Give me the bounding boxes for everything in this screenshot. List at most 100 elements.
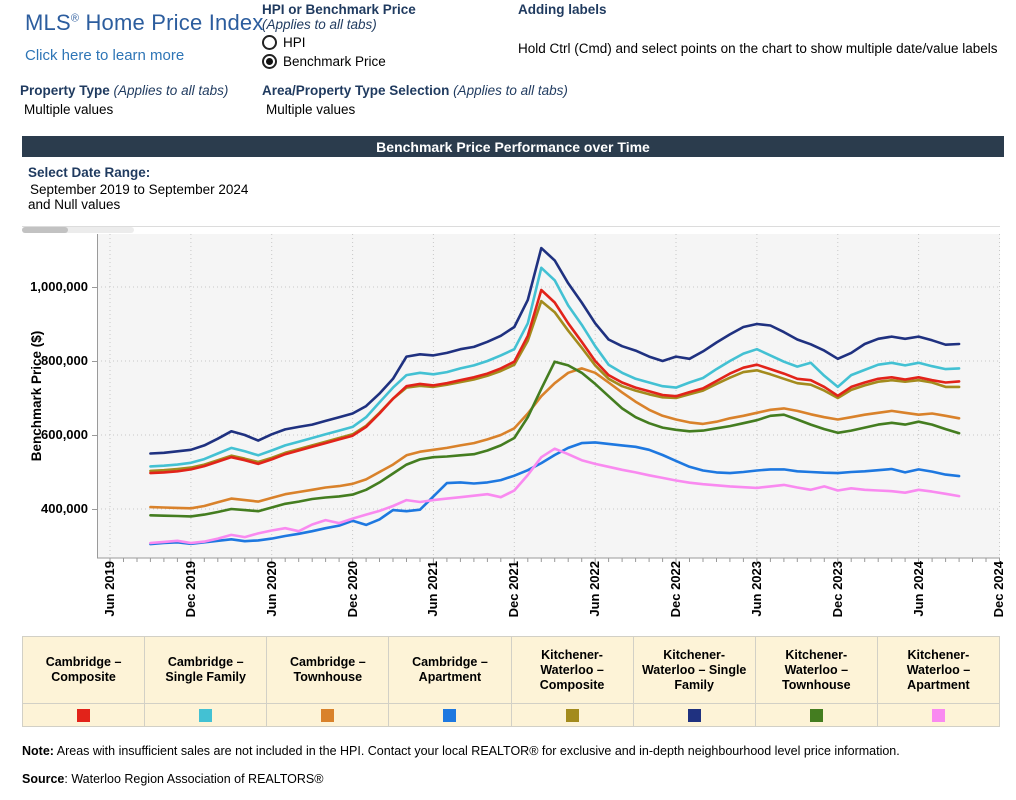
footnote-text: Areas with insufficient sales are not in… <box>53 744 900 758</box>
legend-swatch-cell[interactable] <box>511 703 633 726</box>
series-line[interactable] <box>149 447 961 545</box>
legend-swatch-cell[interactable] <box>145 703 267 726</box>
y-tick-label: 1,000,000 <box>30 279 88 294</box>
x-tick-label: Dec 2020 <box>345 561 360 618</box>
x-tick-label: Dec 2021 <box>506 561 521 618</box>
x-tick-label: Dec 2019 <box>183 561 198 618</box>
benchmark-price-chart[interactable]: Benchmark Price ($) 400,000 600,000 800,00… <box>22 226 1006 634</box>
radio-unselected-icon[interactable] <box>262 35 277 50</box>
radio-label: Benchmark Price <box>283 54 386 69</box>
legend-swatch-cell[interactable] <box>633 703 755 726</box>
y-tick-label: 800,000 <box>41 353 88 368</box>
legend-column: Kitchener-Waterloo – Townhouse <box>754 637 877 726</box>
legend-series-name: Kitchener-Waterloo – Composite <box>511 637 633 703</box>
legend-color-swatch[interactable] <box>199 708 213 722</box>
legend-column: Cambridge – Single Family <box>144 637 267 726</box>
legend-color-swatch[interactable] <box>809 708 823 722</box>
legend-swatch-cell[interactable] <box>267 703 389 726</box>
chart-scrollbar[interactable] <box>22 227 134 233</box>
legend-column: Cambridge – Apartment <box>388 637 511 726</box>
y-tick-label: 600,000 <box>41 427 88 442</box>
property-type-sublabel: (Applies to all tabs) <box>109 83 229 98</box>
x-tick-label: Dec 2022 <box>668 561 683 618</box>
legend-column: Kitchener-Waterloo – Composite <box>510 637 633 726</box>
hpi-benchmark-control: HPI or Benchmark Price (Applies to all t… <box>262 2 416 70</box>
x-tick-label: Jun 2023 <box>749 561 764 617</box>
app-title-rest: Home Price Index <box>79 10 264 35</box>
adding-labels-title: Adding labels <box>518 2 607 17</box>
source-label: Source <box>22 772 65 786</box>
date-range-value: September 2019 to September 2024 <box>30 182 249 197</box>
legend-color-swatch[interactable] <box>321 708 335 722</box>
plot-area[interactable] <box>97 234 1000 565</box>
legend-series-name: Kitchener-Waterloo – Townhouse <box>755 637 877 703</box>
y-tick-mark <box>92 361 97 362</box>
x-tick-label: Jun 2024 <box>911 561 926 617</box>
area-selection-label: Area/Property Type Selection <box>262 83 450 98</box>
legend-series-name: Kitchener-Waterloo – Single Family <box>633 637 755 703</box>
hpi-control-label: HPI or Benchmark Price <box>262 2 416 17</box>
date-range-extra: and Null values <box>28 197 121 212</box>
radio-selected-icon[interactable] <box>262 54 277 69</box>
y-axis-title: Benchmark Price ($) <box>29 330 44 462</box>
x-tick-label: Dec 2023 <box>830 561 845 618</box>
legend-table: Cambridge – Composite Cambridge – Single … <box>22 636 1000 727</box>
legend-swatch-cell[interactable] <box>23 703 145 726</box>
legend-swatch-cell[interactable] <box>389 703 511 726</box>
legend-series-name: Cambridge – Apartment <box>389 637 511 703</box>
y-tick-mark <box>92 509 97 510</box>
radio-label: HPI <box>283 35 306 50</box>
legend-column: Cambridge – Composite <box>23 637 145 726</box>
legend-swatch-cell[interactable] <box>877 703 999 726</box>
series-line[interactable] <box>149 246 961 455</box>
series-line[interactable] <box>149 367 961 510</box>
legend-series-name: Cambridge – Single Family <box>145 637 267 703</box>
area-selection-value[interactable]: Multiple values <box>266 102 356 117</box>
property-type-filter: Property Type (Applies to all tabs) Mult… <box>20 82 228 117</box>
app-title-mls: MLS <box>25 10 71 35</box>
series-line[interactable] <box>149 266 961 468</box>
x-tick-label: Jun 2019 <box>102 561 117 617</box>
adding-labels-help: Hold Ctrl (Cmd) and select points on the… <box>518 41 998 56</box>
radio-option-hpi[interactable]: HPI <box>262 34 416 51</box>
hpi-control-sublabel: (Applies to all tabs) <box>262 17 377 32</box>
legend-column: Cambridge – Townhouse <box>266 637 389 726</box>
registered-mark: ® <box>70 12 80 25</box>
x-tick-label: Jun 2020 <box>264 561 279 617</box>
chart-scrollbar-thumb[interactable] <box>22 227 68 233</box>
series-line[interactable] <box>149 441 961 546</box>
chart-title-bar: Benchmark Price Performance over Time <box>22 136 1004 157</box>
area-selection-sublabel: (Applies to all tabs) <box>449 83 568 98</box>
radio-option-benchmark-price[interactable]: Benchmark Price <box>262 53 416 70</box>
learn-more-link[interactable]: Click here to learn more <box>25 47 185 64</box>
series-line[interactable] <box>149 288 961 475</box>
legend-color-swatch[interactable] <box>565 708 579 722</box>
series-line[interactable] <box>149 360 961 518</box>
legend-series-name: Kitchener-Waterloo – Apartment <box>877 637 999 703</box>
legend-color-swatch[interactable] <box>443 708 457 722</box>
series-line[interactable] <box>149 299 961 473</box>
legend-color-swatch[interactable] <box>931 708 945 722</box>
y-tick-mark <box>92 287 97 288</box>
footnote-label: Note: <box>22 744 54 758</box>
y-tick-label: 400,000 <box>41 501 88 516</box>
chart-title: Benchmark Price Performance over Time <box>376 138 650 155</box>
legend-series-name: Cambridge – Townhouse <box>267 637 389 703</box>
source-text: : Waterloo Region Association of REALTOR… <box>64 772 324 786</box>
legend-series-name: Cambridge – Composite <box>23 637 145 703</box>
date-range-label: Select Date Range: <box>28 165 151 180</box>
x-tick-label: Dec 2024 <box>991 561 1006 618</box>
area-selection-filter: Area/Property Type Selection (Applies to… <box>262 82 568 117</box>
legend-color-swatch[interactable] <box>687 708 701 722</box>
legend-swatch-cell[interactable] <box>755 703 877 726</box>
x-tick-label: Jun 2022 <box>587 561 602 617</box>
hpi-radio-group: HPI Benchmark Price <box>262 34 416 70</box>
adding-labels-section: Adding labels Hold Ctrl (Cmd) and select… <box>518 2 1010 56</box>
source-line: Source: Waterloo Region Association of R… <box>22 772 997 786</box>
property-type-label: Property Type <box>20 83 110 98</box>
x-tick-label: Jun 2021 <box>425 561 440 617</box>
property-type-value[interactable]: Multiple values <box>24 102 114 117</box>
legend-color-swatch[interactable] <box>77 708 91 722</box>
legend-column: Kitchener-Waterloo – Single Family <box>632 637 755 726</box>
legend-column: Kitchener-Waterloo – Apartment <box>876 637 999 726</box>
